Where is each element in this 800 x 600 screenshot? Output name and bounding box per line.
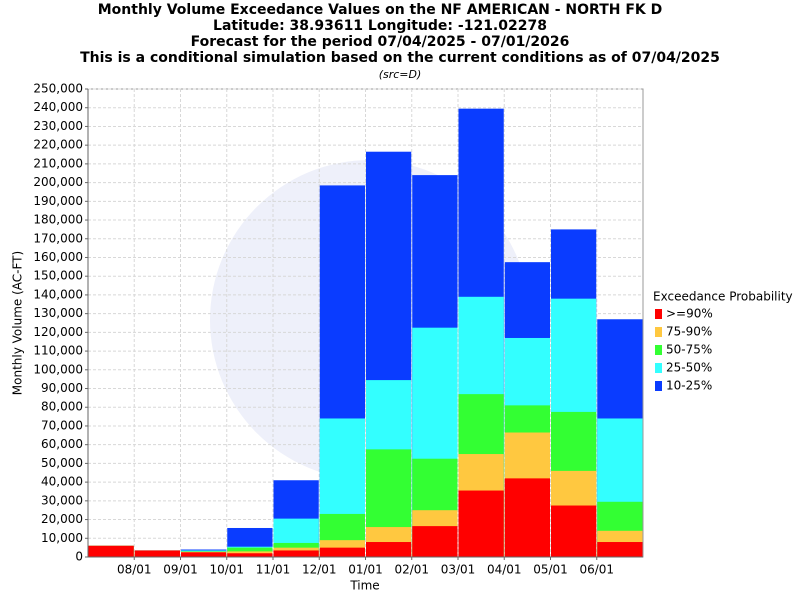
y-tick-label: 180,000 <box>33 213 83 227</box>
chart-title: Forecast for the period 07/04/2025 - 07/… <box>191 34 570 50</box>
x-tick-label: 03/01 <box>441 563 476 577</box>
y-tick-label: 140,000 <box>33 287 83 301</box>
bar <box>181 552 227 557</box>
chart-title: Latitude: 38.93611 Longitude: -121.02278 <box>213 18 547 34</box>
y-tick-label: 120,000 <box>33 325 83 339</box>
y-tick-label: 50,000 <box>41 456 83 470</box>
bar <box>597 542 643 557</box>
y-tick-label: 0 <box>75 550 83 564</box>
y-tick-label: 110,000 <box>33 344 83 358</box>
y-tick-label: 200,000 <box>33 175 83 189</box>
y-tick-label: 10,000 <box>41 531 83 545</box>
y-tick-label: 150,000 <box>33 269 83 283</box>
bar <box>88 545 134 557</box>
legend-swatch <box>655 381 662 391</box>
bar <box>412 526 458 557</box>
legend-label: 25-50% <box>666 361 712 375</box>
x-tick-label: 06/01 <box>579 563 614 577</box>
y-tick-label: 30,000 <box>41 493 83 507</box>
bar <box>366 542 412 557</box>
legend-swatch <box>655 345 662 355</box>
bar <box>134 550 180 557</box>
chart-title: Monthly Volume Exceedance Values on the … <box>98 2 663 18</box>
legend-label: >=90% <box>666 307 713 321</box>
y-tick-label: 20,000 <box>41 512 83 526</box>
bar <box>227 553 273 557</box>
y-tick-label: 170,000 <box>33 231 83 245</box>
y-tick-label: 240,000 <box>33 100 83 114</box>
x-tick-label: 02/01 <box>394 563 429 577</box>
y-tick-label: 210,000 <box>33 156 83 170</box>
x-tick-label: 05/01 <box>533 563 568 577</box>
x-tick-label: 09/01 <box>163 563 198 577</box>
x-tick-label: 12/01 <box>302 563 337 577</box>
x-tick-label: 01/01 <box>348 563 383 577</box>
legend-label: 75-90% <box>666 325 712 339</box>
legend-title: Exceedance Probability <box>653 290 793 304</box>
y-tick-label: 60,000 <box>41 437 83 451</box>
y-tick-label: 70,000 <box>41 418 83 432</box>
y-tick-label: 100,000 <box>33 362 83 376</box>
x-tick-label: 11/01 <box>256 563 291 577</box>
y-tick-label: 230,000 <box>33 119 83 133</box>
x-axis-label: Time <box>349 579 379 593</box>
legend-swatch <box>655 309 662 319</box>
y-axis-label: Monthly Volume (AC-FT) <box>11 251 25 395</box>
x-tick-label: 10/01 <box>209 563 244 577</box>
chart-title: This is a conditional simulation based o… <box>80 50 720 66</box>
legend-label: 50-75% <box>666 343 712 357</box>
y-tick-label: 160,000 <box>33 250 83 264</box>
bar <box>458 490 504 557</box>
x-tick-label: 08/01 <box>117 563 152 577</box>
y-tick-label: 190,000 <box>33 194 83 208</box>
bar <box>319 547 365 557</box>
legend-swatch <box>655 363 662 373</box>
legend-swatch <box>655 327 662 337</box>
legend-label: 10-25% <box>666 379 712 393</box>
y-tick-label: 80,000 <box>41 400 83 414</box>
y-tick-label: 220,000 <box>33 138 83 152</box>
y-tick-label: 40,000 <box>41 475 83 489</box>
bar <box>551 505 597 557</box>
bar <box>504 478 550 557</box>
x-tick-label: 04/01 <box>487 563 522 577</box>
y-tick-label: 130,000 <box>33 306 83 320</box>
y-tick-label: 250,000 <box>33 82 83 96</box>
y-tick-label: 90,000 <box>41 381 83 395</box>
bar <box>273 550 319 557</box>
chart-subtitle: (src=D) <box>379 68 422 81</box>
